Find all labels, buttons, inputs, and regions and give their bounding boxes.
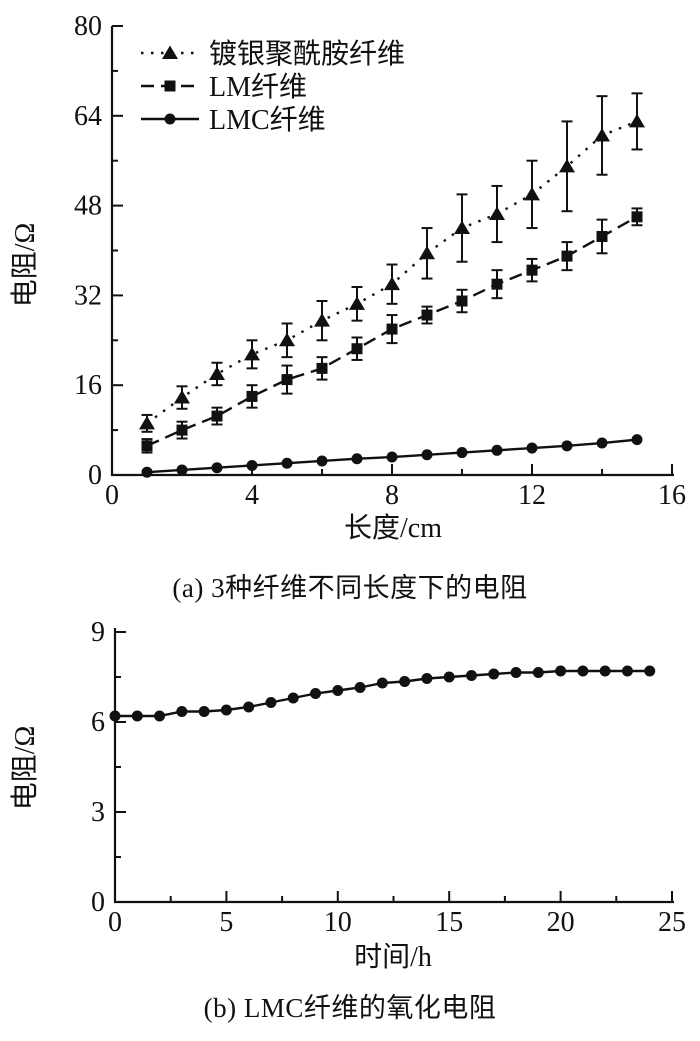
svg-text:64: 64 [74, 101, 102, 132]
svg-text:LM纤维: LM纤维 [209, 71, 307, 103]
svg-text:48: 48 [74, 191, 102, 222]
chart-b-canvas: 0 5 10 15 20 25 0 3 6 9 时间/h 电阻/Ω [9, 617, 686, 973]
svg-text:LMC纤维: LMC纤维 [209, 104, 326, 136]
svg-text:8: 8 [385, 480, 399, 511]
svg-text:0: 0 [91, 887, 105, 918]
svg-text:16: 16 [74, 370, 102, 401]
svg-text:时间/h: 时间/h [354, 941, 432, 973]
svg-text:镀银聚酰胺纤维: 镀银聚酰胺纤维 [209, 38, 405, 70]
caption-b: (b) LMC纤维的氧化电阻 [203, 993, 497, 1023]
svg-text:6: 6 [91, 707, 105, 738]
svg-text:12: 12 [518, 480, 546, 511]
svg-text:电阻/Ω: 电阻/Ω [9, 726, 41, 811]
svg-text:15: 15 [435, 907, 463, 938]
svg-text:5: 5 [219, 907, 233, 938]
svg-text:20: 20 [547, 907, 575, 938]
svg-text:长度/cm: 长度/cm [344, 512, 442, 544]
svg-text:3: 3 [91, 797, 105, 828]
svg-text:9: 9 [91, 617, 105, 648]
svg-text:16: 16 [658, 480, 686, 511]
caption-a: (a) 3种纤维不同长度下的电阻 [172, 573, 528, 603]
chart-a-canvas: 0 4 8 12 1601632486480长度/cm电阻/Ω镀银聚酰胺纤维LM纤维LM… [9, 11, 686, 544]
svg-text:80: 80 [74, 11, 102, 42]
svg-text:电阻/Ω: 电阻/Ω [9, 223, 41, 308]
svg-text:10: 10 [324, 907, 352, 938]
svg-text:0: 0 [108, 907, 122, 938]
svg-text:0: 0 [88, 460, 102, 491]
svg-text:0: 0 [105, 480, 119, 511]
svg-text:32: 32 [74, 280, 102, 311]
svg-text:25: 25 [658, 907, 686, 938]
svg-text:4: 4 [245, 480, 259, 511]
